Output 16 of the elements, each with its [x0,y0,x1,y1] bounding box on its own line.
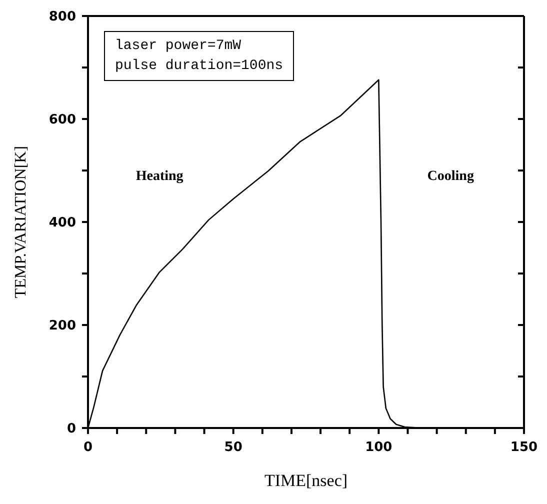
x-tick-label: 100 [365,440,392,456]
x-tick-label: 50 [224,440,242,456]
y-tick-label: 600 [48,112,76,128]
y-tick-label: 0 [66,422,76,437]
annotation: laser power=7mW [115,37,242,56]
y-tick-label: 200 [48,318,76,334]
x-axis-title: TIME[nsec] [264,471,348,490]
annotation: pulse duration=100ns [115,57,284,76]
y-tick-label: 400 [48,216,76,231]
y-tick-label: 800 [48,10,76,25]
note-box: laser power=7mW pulse duration=100ns [104,31,294,81]
x-tick-label: 0 [83,440,93,456]
annotation: Heating [136,169,184,186]
annotation: Cooling [427,169,474,186]
y-axis-title: TEMP.VARIATION[K] [12,146,30,298]
x-tick-label: 150 [510,440,538,456]
